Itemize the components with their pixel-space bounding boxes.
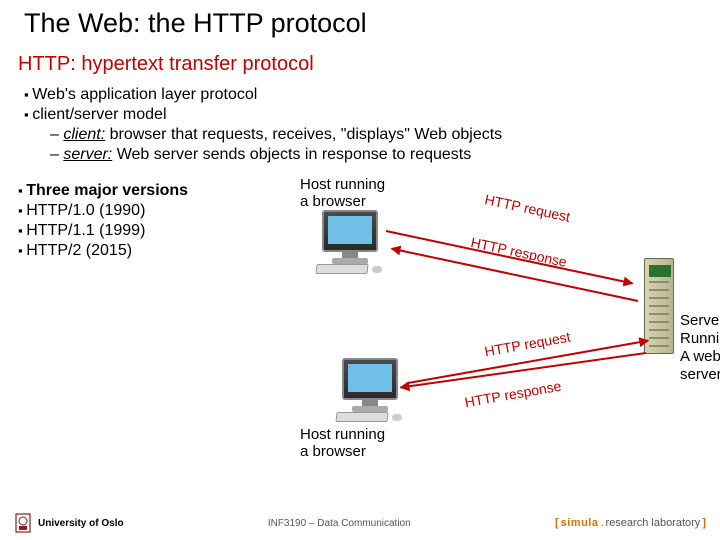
client-desc: browser that requests, receives, "displa… [105,126,502,143]
mouse-icon [392,414,402,421]
server-desc: Web server sends objects in response to … [112,146,471,163]
bullet-client: client: browser that requests, receives,… [50,126,702,144]
footer-left: University of Oslo [14,512,124,534]
label-response-2: HTTP response [463,378,562,411]
srv-l3: A web [680,348,720,365]
diagram: Host running a browser Host running a br… [248,182,702,442]
srv-l4: server [680,366,720,383]
host2-line2: a browser [300,443,366,460]
server-label: Server Running A web server [680,312,720,384]
bullet-http10: HTTP/1.0 (1990) [18,202,248,220]
slide-title: The Web: the HTTP protocol [24,8,702,39]
host-label-1: Host running a browser [300,176,385,211]
slide: The Web: the HTTP protocol HTTP: hyperte… [0,0,720,540]
bullet-http2: HTTP/2 (2015) [18,242,248,260]
label-request-1: HTTP request [483,191,571,225]
host-label-2: Host running a browser [300,426,385,461]
versions-list: Three major versions HTTP/1.0 (1990) HTT… [18,182,248,442]
server-term: server: [63,146,112,163]
bullet-client-server: client/server model [24,106,702,124]
srv-l2: Running [680,330,720,347]
label-response-1: HTTP response [469,234,568,270]
bullet-app-layer: Web's application layer protocol [24,86,702,104]
footer: University of Oslo INF3190 – Data Commun… [0,512,720,534]
slide-subtitle: HTTP: hypertext transfer protocol [18,53,702,76]
keyboard-icon [335,412,388,422]
uio-logo-icon [14,512,32,534]
keyboard-icon [315,264,368,274]
host1-line2: a browser [300,193,366,210]
bullet-http11: HTTP/1.1 (1999) [18,222,248,240]
content-row: Three major versions HTTP/1.0 (1990) HTT… [18,182,702,442]
simula-word: simula [561,517,599,529]
srv-l1: Server [680,312,720,329]
research-lab: research laboratory [606,517,701,529]
host2-line1: Host running [300,426,385,443]
pc-icon-2 [334,358,406,422]
host1-line1: Host running [300,176,385,193]
footer-course: INF3190 – Data Communication [268,518,411,529]
footer-simula: [ simula . research laboratory ] [555,517,706,529]
footer-uio: University of Oslo [38,518,124,529]
monitor-icon [322,210,378,252]
pc-icon-1 [314,210,386,274]
bracket-right-icon: ] [702,517,706,529]
mouse-icon [372,266,382,273]
simula-dot: . [600,517,603,529]
top-bullets: Web's application layer protocol client/… [24,86,702,164]
bullet-versions-title: Three major versions [18,182,248,200]
client-term: client: [63,126,105,143]
monitor-icon [342,358,398,400]
bracket-left-icon: [ [555,517,559,529]
bullet-server: server: Web server sends objects in resp… [50,146,702,164]
